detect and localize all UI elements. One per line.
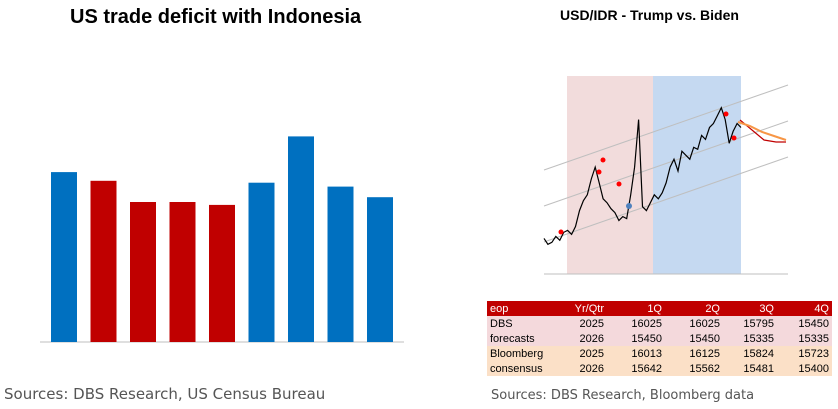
right-source-note: Sources: DBS Research, Bloomberg data <box>491 388 755 403</box>
table-row: Bloomberg 2025 16013 16125 15824 15723 <box>487 346 832 361</box>
forecast-table: eop Yr/Qtr 1Q 2Q 3Q 4Q DBS 2025 16025 16… <box>487 301 832 376</box>
bar <box>51 172 77 342</box>
table-header-cell: 4Q <box>777 301 832 316</box>
table-cell: 2025 <box>557 346 607 361</box>
table-cell: 15824 <box>723 346 777 361</box>
table-cell: 15450 <box>777 316 832 331</box>
trade-deficit-bar-chart <box>40 136 404 343</box>
bar <box>288 136 314 342</box>
bar <box>169 202 196 342</box>
dbs-forecast-line <box>739 119 786 143</box>
table-cell: 2025 <box>557 316 607 331</box>
right-chart-title: USD/IDR - Trump vs. Biden <box>560 7 739 23</box>
bar <box>248 182 275 342</box>
event-marker <box>600 157 606 163</box>
table-cell: 15723 <box>777 346 832 361</box>
table-cell: 16025 <box>607 316 665 331</box>
bar <box>209 204 235 342</box>
table-cell: forecasts <box>487 331 557 346</box>
table-row: consensus 2026 15642 15562 15481 15400 <box>487 361 832 376</box>
consensus-forecast-line <box>737 121 787 141</box>
table-header-cell: 1Q <box>607 301 665 316</box>
table-header-cell: eop <box>487 301 557 316</box>
table-row: DBS 2025 16025 16025 15795 15450 <box>487 316 832 331</box>
usd-idr-line-chart <box>543 76 789 275</box>
table-cell: 16013 <box>607 346 665 361</box>
bar <box>327 186 354 342</box>
left-chart-title: US trade deficit with Indonesia <box>70 6 362 28</box>
trend-channel-upper <box>543 84 789 171</box>
table-header-row: eop Yr/Qtr 1Q 2Q 3Q 4Q <box>487 301 832 316</box>
bar-group <box>51 136 393 342</box>
usd-idr-series-line <box>543 106 742 246</box>
table-cell: 16025 <box>665 316 723 331</box>
table-cell: consensus <box>487 361 557 376</box>
event-marker <box>596 169 602 175</box>
table-cell: 15450 <box>607 331 665 346</box>
table-cell: 2026 <box>557 331 607 346</box>
event-marker <box>731 135 737 141</box>
event-marker <box>723 111 729 117</box>
table-header-cell: Yr/Qtr <box>557 301 607 316</box>
table-cell: 16125 <box>665 346 723 361</box>
table-cell: DBS <box>487 316 557 331</box>
event-marker <box>558 229 564 235</box>
table-header-cell: 3Q <box>723 301 777 316</box>
table-cell: 15642 <box>607 361 665 376</box>
trend-channel-lower <box>543 156 789 243</box>
table-row: forecasts 2026 15450 15450 15335 15335 <box>487 331 832 346</box>
table-header-cell: 2Q <box>665 301 723 316</box>
left-source-note: Sources: DBS Research, US Census Bureau <box>4 385 326 403</box>
table-cell: 2026 <box>557 361 607 376</box>
table-cell: 15562 <box>665 361 723 376</box>
table-cell: 15400 <box>777 361 832 376</box>
table-cell: 15450 <box>665 331 723 346</box>
bar <box>90 180 117 342</box>
table-cell: Bloomberg <box>487 346 557 361</box>
table-cell: 15335 <box>777 331 832 346</box>
bar <box>130 202 156 342</box>
trump-period-shade <box>567 76 653 274</box>
table-cell: 15335 <box>723 331 777 346</box>
table-cell: 15481 <box>723 361 777 376</box>
bar <box>367 197 393 342</box>
event-marker <box>616 181 622 187</box>
trend-channel-middle <box>543 120 789 207</box>
table-cell: 15795 <box>723 316 777 331</box>
event-marker <box>626 203 632 209</box>
